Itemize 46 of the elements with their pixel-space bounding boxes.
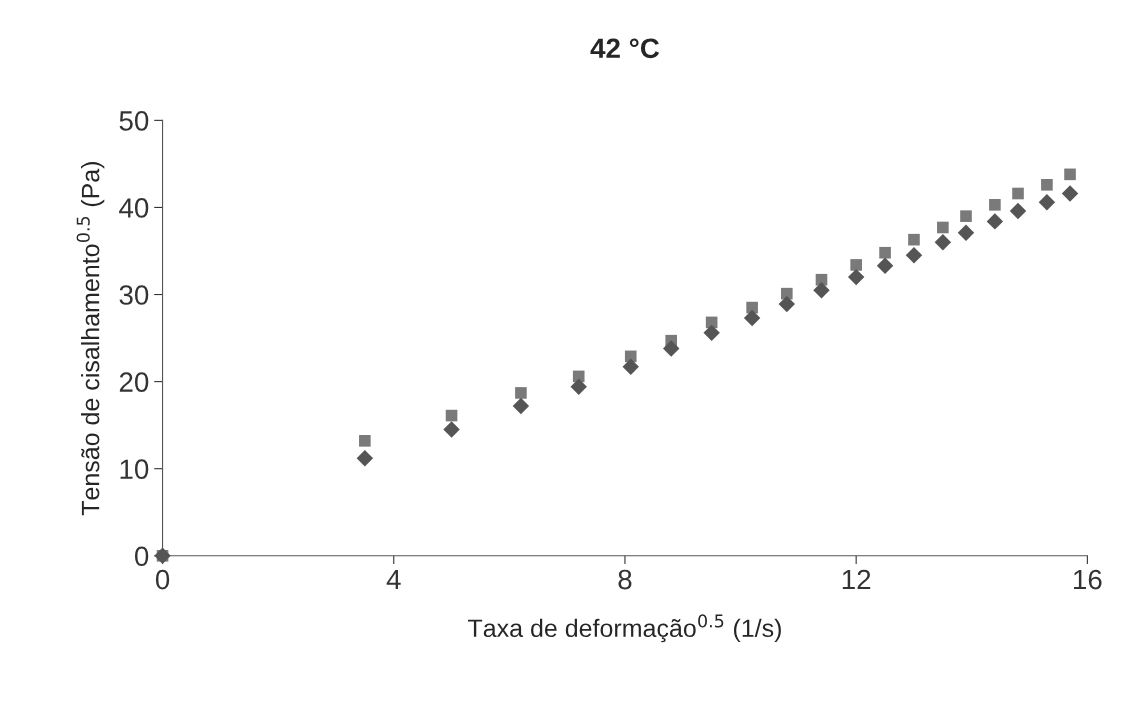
point [1038, 194, 1056, 211]
point [876, 257, 894, 275]
point [512, 397, 530, 415]
x-tick-label: 4 [386, 569, 401, 590]
point [937, 221, 949, 234]
x-tick-label: 8 [618, 569, 632, 590]
point [957, 224, 975, 241]
point [1009, 202, 1027, 220]
y-tick-label: 30 [119, 285, 149, 305]
point [703, 324, 720, 342]
x-axis-title: Taxa de deformação$^{0.5}$ (1/s) [468, 614, 781, 643]
y-tick-label: 20 [119, 372, 149, 392]
point [445, 409, 458, 422]
point [570, 378, 587, 396]
point [359, 435, 371, 447]
point [1064, 168, 1076, 181]
y-tick-label: 50 [119, 111, 149, 131]
y-tick-label: 40 [119, 198, 149, 218]
point [989, 199, 1001, 211]
point [934, 234, 952, 251]
point [908, 233, 920, 246]
point [443, 421, 460, 438]
point [780, 287, 793, 300]
x-tick-label: 0 [155, 569, 170, 590]
x-tick-label: 12 [842, 569, 871, 590]
x-tick-label: 16 [1074, 569, 1102, 590]
y-axis-title: Tensão de cisalhamento$^{0.5}$ (Pa) [76, 162, 105, 516]
point [662, 340, 680, 357]
point [622, 358, 639, 376]
y-tick-label: 0 [134, 546, 149, 567]
chart-title: 42 °C [590, 38, 660, 59]
point [960, 210, 972, 222]
point [1061, 185, 1079, 202]
point [778, 295, 796, 313]
point [850, 259, 862, 271]
y-tick-label: 10 [120, 459, 149, 480]
point [905, 247, 923, 264]
point [1041, 178, 1053, 191]
point [356, 450, 374, 467]
point [813, 281, 830, 299]
point [879, 246, 891, 259]
point [847, 268, 865, 286]
point [515, 387, 527, 399]
point [743, 309, 761, 327]
point [986, 213, 1004, 230]
point [1012, 187, 1024, 200]
